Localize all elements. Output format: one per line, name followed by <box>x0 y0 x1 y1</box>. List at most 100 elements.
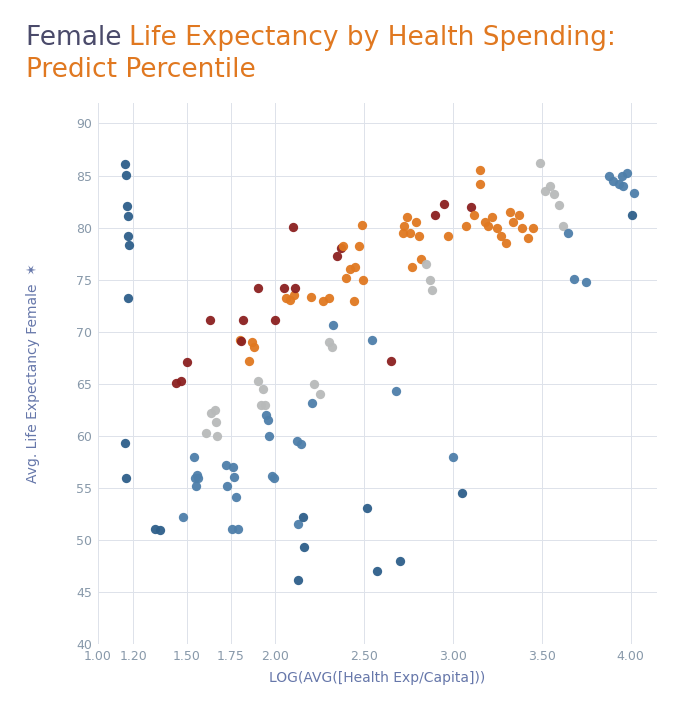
Point <box>621 168 632 179</box>
Point <box>618 181 629 192</box>
Point <box>501 238 512 249</box>
Point <box>508 217 519 228</box>
Point <box>469 210 480 221</box>
Point <box>461 220 472 232</box>
Point <box>259 399 270 411</box>
Point <box>190 472 201 484</box>
Point <box>220 459 231 471</box>
Point <box>305 292 316 303</box>
Point <box>252 282 263 294</box>
Point <box>201 427 212 438</box>
Point <box>448 451 458 462</box>
Point <box>391 386 402 397</box>
Point <box>121 200 132 212</box>
Point <box>495 230 506 241</box>
Point <box>350 261 361 273</box>
Point <box>257 384 268 395</box>
Point <box>416 253 427 265</box>
Text: Avg. Life Expectancy Female  ✶: Avg. Life Expectancy Female ✶ <box>26 263 40 484</box>
Point <box>421 258 431 270</box>
Point <box>361 502 372 513</box>
Point <box>386 355 396 367</box>
Point <box>177 512 188 523</box>
Point <box>474 165 485 176</box>
Text: Predict Percentile: Predict Percentile <box>26 57 255 83</box>
Point <box>401 212 412 223</box>
Point <box>487 212 497 223</box>
Point <box>288 290 299 301</box>
Point <box>371 566 382 577</box>
Point <box>293 574 304 586</box>
Point <box>284 294 295 305</box>
Point <box>324 293 334 304</box>
Point <box>367 334 377 346</box>
Point <box>235 336 246 347</box>
X-axis label: LOG(AVG([Health Exp/Capita])): LOG(AVG([Health Exp/Capita])) <box>270 671 485 685</box>
Point <box>122 210 133 222</box>
Point <box>425 274 435 285</box>
Point <box>222 480 233 491</box>
Point <box>629 188 640 199</box>
Point <box>465 201 476 212</box>
Point <box>226 523 237 535</box>
Point <box>210 417 221 428</box>
Point <box>554 199 565 210</box>
Point <box>410 217 421 228</box>
Point <box>255 399 266 411</box>
Point <box>149 523 160 535</box>
Point <box>188 451 199 462</box>
Point <box>616 170 627 181</box>
Point <box>266 470 277 481</box>
Point <box>426 285 437 296</box>
Point <box>513 210 524 221</box>
Point <box>563 227 574 239</box>
Point <box>307 397 317 409</box>
Point <box>430 210 441 221</box>
Point <box>261 409 272 421</box>
Point <box>263 415 274 426</box>
Point <box>243 355 254 367</box>
Point <box>328 319 338 330</box>
Point <box>193 472 204 484</box>
Point <box>181 356 192 367</box>
Point <box>479 217 490 228</box>
Point <box>604 170 615 181</box>
Point <box>483 220 494 232</box>
Point <box>121 472 131 484</box>
Point <box>406 261 417 273</box>
Point <box>249 342 259 353</box>
Point <box>504 206 515 217</box>
Point <box>296 439 307 450</box>
Point <box>297 512 308 523</box>
Point <box>492 222 503 234</box>
Point <box>517 222 528 234</box>
Point <box>289 282 300 294</box>
Point <box>405 227 416 239</box>
Point <box>154 524 165 535</box>
Point <box>235 334 245 346</box>
Point <box>358 274 369 285</box>
Point <box>270 314 280 326</box>
Point <box>475 178 486 190</box>
Point <box>613 178 624 190</box>
Point <box>120 159 131 170</box>
Point <box>522 232 533 244</box>
Point <box>398 227 408 239</box>
Point <box>324 336 335 348</box>
Point <box>456 488 467 499</box>
Point <box>549 188 559 200</box>
Point <box>443 230 454 241</box>
Point <box>394 555 405 566</box>
Point <box>557 220 568 232</box>
Point <box>607 175 618 186</box>
Point <box>206 407 217 418</box>
Point <box>176 375 187 387</box>
Point <box>545 181 555 192</box>
Point <box>231 492 242 503</box>
Point <box>280 293 291 304</box>
Point <box>338 241 348 252</box>
Point <box>336 243 346 254</box>
Point <box>233 523 243 535</box>
Point <box>238 314 249 326</box>
Point <box>344 263 355 275</box>
